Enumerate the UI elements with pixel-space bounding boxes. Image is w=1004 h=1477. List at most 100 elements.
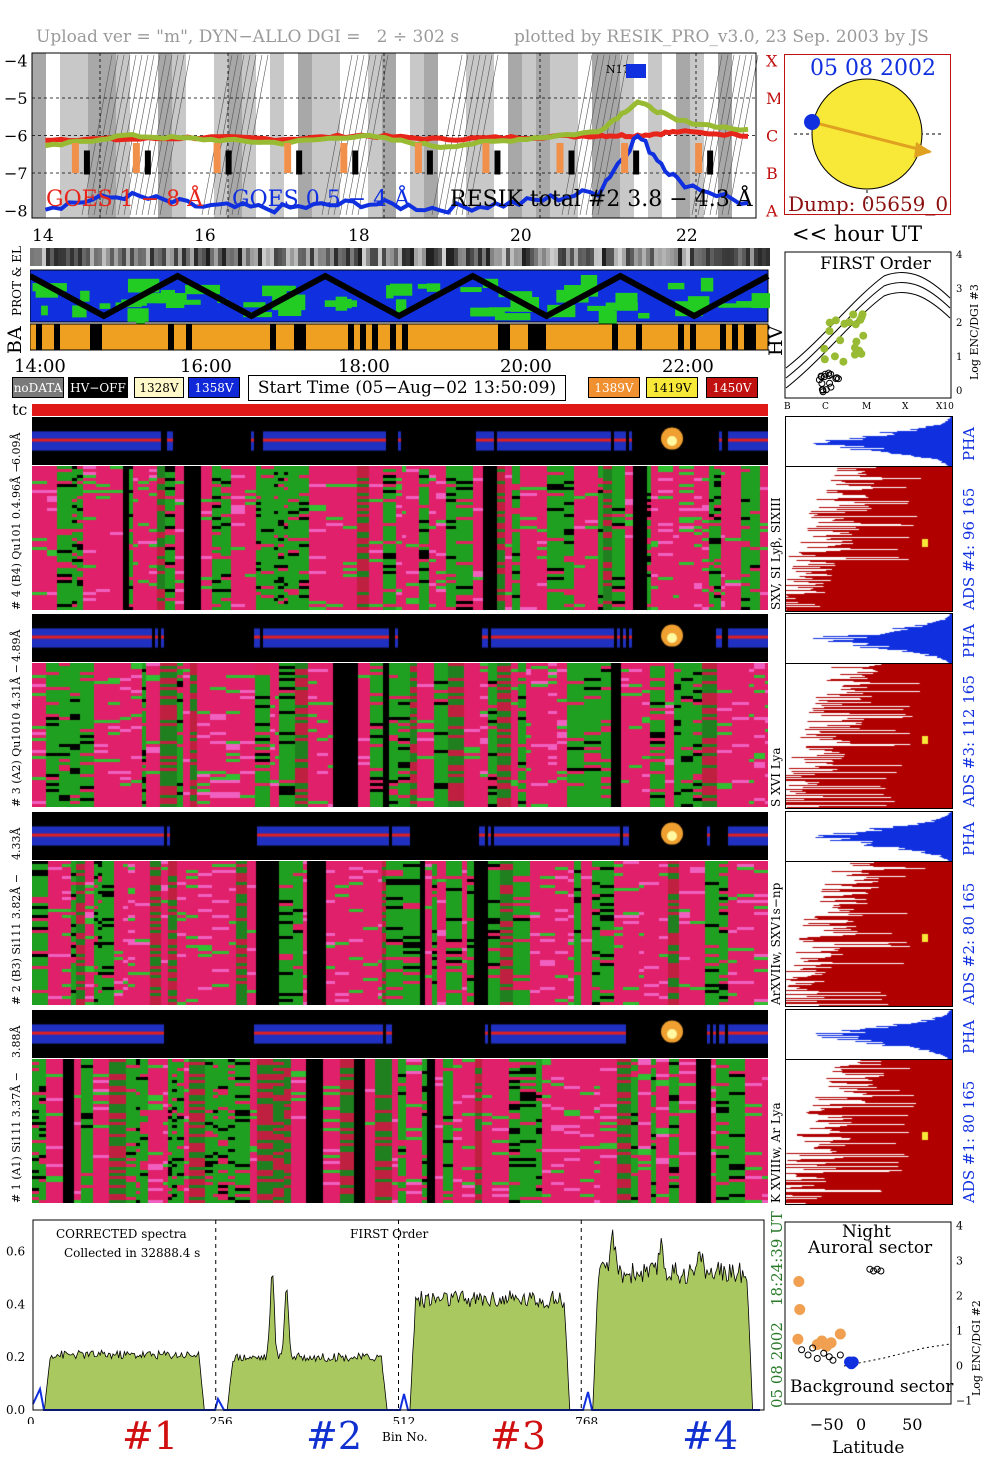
orbit-trace bbox=[30, 272, 770, 320]
spectrum-segment bbox=[43, 1349, 205, 1411]
latitude-point bbox=[792, 1333, 804, 1345]
spectrum-ytick: 0.0 bbox=[6, 1403, 25, 1417]
first-order-ytick: 4 bbox=[956, 250, 962, 261]
first-order-point bbox=[850, 350, 859, 359]
pha-label: PHA bbox=[960, 821, 978, 856]
flare-marker bbox=[556, 143, 564, 173]
legend-resik: RESIK total #2 3.8 − 4.3 Å bbox=[450, 187, 753, 212]
first-order-point bbox=[845, 318, 854, 327]
first-order-xtick: M bbox=[862, 402, 871, 412]
first-order-point bbox=[830, 352, 839, 361]
spectral-lines-label: K XVIIIw, Ar Lya bbox=[769, 1102, 783, 1203]
first-order-point bbox=[818, 379, 826, 387]
flare-marker bbox=[633, 150, 640, 175]
solar-disk bbox=[811, 78, 923, 190]
latitude-point bbox=[809, 1344, 817, 1352]
sun-date: 05 08 2002 bbox=[810, 56, 936, 81]
spectrum-note-1: CORRECTED spectra bbox=[56, 1227, 187, 1241]
ads-histogram bbox=[785, 466, 953, 612]
time-tick: 20:00 bbox=[500, 356, 552, 377]
detector-spectrogram bbox=[32, 861, 768, 1005]
detector-label: # 3 (A2) Qu1010 4.31Å − bbox=[10, 664, 23, 807]
latitude-ytick: 3 bbox=[956, 1255, 963, 1268]
flare-marker bbox=[296, 150, 303, 175]
flare-marker bbox=[83, 150, 90, 175]
spectral-lines-label: SXV, SI Lyβ, SIXIII bbox=[769, 497, 783, 610]
latitude-ylabel: Log ENC/DGI #2 bbox=[970, 1300, 983, 1396]
spectrum-xtick: 512 bbox=[393, 1415, 416, 1424]
region-dot bbox=[804, 114, 820, 130]
latitude-xtick: −50 bbox=[810, 1415, 844, 1434]
flare-class-label: A bbox=[765, 202, 778, 221]
pha-histogram bbox=[785, 416, 953, 468]
sun-panel bbox=[784, 54, 951, 215]
pha-wavelength-label: 6.09Å bbox=[10, 432, 23, 465]
spectrum-xtick: 256 bbox=[210, 1415, 233, 1424]
flare-marker bbox=[340, 143, 348, 173]
spectrum-xlabel: Bin No. bbox=[382, 1430, 428, 1444]
pha-wavelength-label: 4.89Å bbox=[10, 629, 23, 662]
pha-spectrogram bbox=[32, 417, 768, 465]
pha-spectrogram bbox=[32, 614, 768, 662]
flare-marker bbox=[482, 143, 490, 173]
latitude-point bbox=[829, 1356, 837, 1364]
spectrum-ytick: 0.4 bbox=[6, 1297, 25, 1311]
hour-tick: 20 bbox=[510, 226, 532, 246]
latitude-ytick: 0 bbox=[956, 1360, 963, 1373]
detector-label: # 1 (A1) Si111 3.37Å − bbox=[10, 1072, 23, 1203]
first-order-point bbox=[834, 375, 842, 383]
flare-class-label: M bbox=[766, 89, 780, 108]
detector-spectrogram bbox=[32, 663, 768, 807]
first-order-ytick: 0 bbox=[956, 386, 962, 397]
ba-label: BA bbox=[4, 326, 26, 354]
first-order-point bbox=[852, 337, 861, 346]
flare-marker bbox=[707, 150, 714, 175]
first-order-title: FIRST Order bbox=[820, 254, 931, 274]
first-order-point bbox=[825, 372, 833, 380]
latitude-point bbox=[794, 1304, 806, 1315]
latitude-point bbox=[813, 1355, 821, 1362]
hour-tick: 14 bbox=[32, 226, 54, 246]
hour-ut-label: << hour UT bbox=[792, 222, 922, 246]
tc-label: tc bbox=[12, 400, 28, 419]
latitude-point bbox=[798, 1346, 806, 1354]
first-order-xtick: X bbox=[902, 402, 909, 412]
flare-marker bbox=[621, 143, 629, 173]
first-order-point bbox=[831, 316, 840, 325]
flare-marker bbox=[695, 143, 703, 173]
tc-bar bbox=[32, 404, 768, 416]
pha-histogram bbox=[785, 811, 953, 863]
first-order-point bbox=[820, 355, 829, 364]
flare-marker bbox=[71, 143, 79, 173]
latitude-xtick: 50 bbox=[902, 1415, 922, 1434]
detector-number-label: #2 bbox=[306, 1414, 363, 1458]
latitude-point bbox=[820, 1349, 828, 1357]
latitude-point bbox=[793, 1276, 805, 1287]
first-order-point bbox=[825, 327, 834, 336]
latitude-point bbox=[836, 1351, 844, 1359]
legend-goes-short: GOES 0.5 − 4 Å bbox=[232, 187, 411, 212]
latitude-point bbox=[834, 1328, 846, 1340]
pha-label: PHA bbox=[960, 426, 978, 461]
detector-label: # 4 (B4) Qu101 0.4.96Å − bbox=[10, 463, 23, 610]
latitude-xlabel: Latitude bbox=[832, 1438, 905, 1458]
hour-tick: 22 bbox=[676, 226, 698, 246]
flare-marker bbox=[213, 143, 221, 173]
first-order-point bbox=[849, 310, 858, 319]
pha-histogram bbox=[785, 1009, 953, 1061]
legend-chip-1328v: 1328V bbox=[134, 377, 184, 398]
first-order-point bbox=[850, 343, 859, 352]
latitude-point bbox=[870, 1267, 878, 1275]
time-tick: 16:00 bbox=[180, 356, 232, 377]
detector-number-label: #1 bbox=[122, 1414, 179, 1458]
latitude-bottom-label: Background sector bbox=[790, 1377, 954, 1397]
first-order-point bbox=[859, 331, 868, 340]
latitude-ytick: 2 bbox=[956, 1290, 963, 1303]
first-order-point bbox=[839, 357, 848, 366]
first-order-xtick: X10 bbox=[936, 402, 954, 412]
dump-label: Dump: 05659_0 bbox=[788, 192, 949, 216]
flare-marker bbox=[352, 150, 359, 175]
ads-label: ADS #1: 80 165 bbox=[960, 1080, 978, 1203]
detector-spectrogram bbox=[32, 466, 768, 610]
